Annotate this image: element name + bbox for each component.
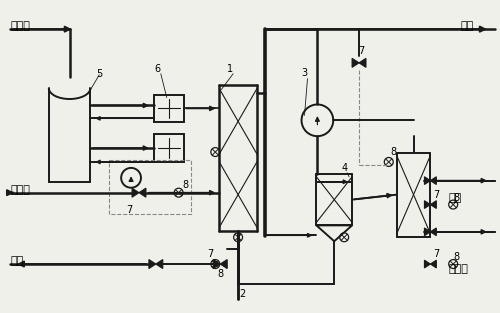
Text: 5: 5	[96, 69, 102, 79]
Polygon shape	[424, 201, 430, 208]
Polygon shape	[132, 188, 139, 197]
Text: 8: 8	[453, 252, 459, 262]
Polygon shape	[430, 201, 436, 208]
Polygon shape	[156, 259, 163, 269]
Text: 弛放气: 弛放气	[10, 185, 30, 195]
Polygon shape	[149, 259, 156, 269]
Text: 8: 8	[390, 147, 397, 157]
Text: 2: 2	[239, 289, 245, 299]
Bar	[154, 95, 184, 122]
Bar	[154, 134, 184, 162]
Polygon shape	[424, 177, 430, 184]
Text: 3: 3	[302, 68, 308, 78]
Polygon shape	[359, 58, 366, 67]
Polygon shape	[424, 228, 430, 236]
Text: 8: 8	[182, 180, 188, 190]
Text: 氨水: 氨水	[10, 256, 24, 266]
Text: 7: 7	[207, 249, 214, 259]
Text: 7: 7	[126, 204, 132, 214]
Polygon shape	[352, 58, 359, 67]
Polygon shape	[214, 259, 220, 269]
Text: 7: 7	[358, 46, 364, 56]
Text: 尾气: 尾气	[448, 192, 462, 203]
Polygon shape	[430, 228, 436, 236]
Text: 7: 7	[433, 249, 440, 259]
Text: 蒸汽: 蒸汽	[460, 21, 473, 31]
Polygon shape	[424, 260, 430, 268]
Text: 渗透气: 渗透气	[448, 264, 468, 274]
Polygon shape	[139, 188, 146, 197]
Bar	[110, 160, 190, 214]
Text: 1: 1	[227, 64, 233, 74]
Polygon shape	[430, 260, 436, 268]
Text: 8: 8	[453, 192, 459, 203]
Text: 7: 7	[433, 190, 440, 200]
Text: 8: 8	[217, 269, 224, 279]
Polygon shape	[220, 259, 227, 269]
Text: 6: 6	[155, 64, 161, 74]
Text: 4: 4	[341, 163, 347, 173]
Text: 脱盐水: 脱盐水	[10, 21, 30, 31]
Polygon shape	[430, 177, 436, 184]
